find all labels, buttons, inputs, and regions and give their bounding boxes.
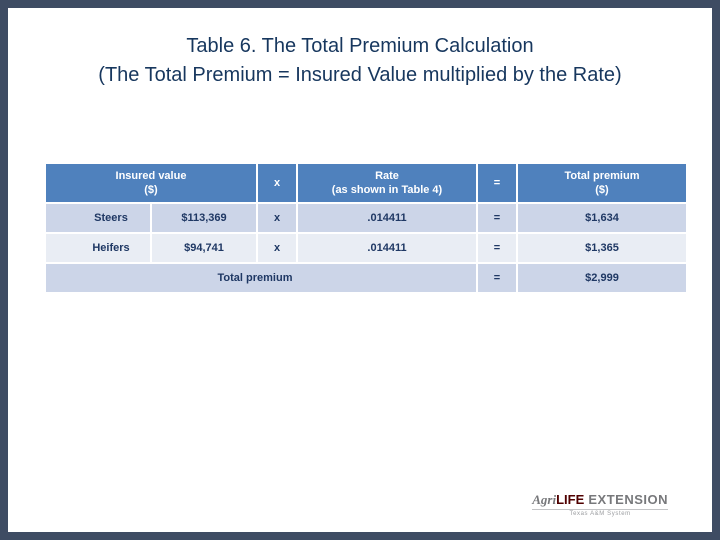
multiply-sign: x <box>258 204 296 232</box>
logo-wordmark: AgriLIFE EXTENSION <box>532 492 668 508</box>
logo-agri: Agri <box>532 492 557 508</box>
header-rate-line2: (as shown in Table 4) <box>331 184 443 196</box>
title-line-1: Table 6. The Total Premium Calculation <box>186 35 534 57</box>
logo-life: LIFE <box>556 492 585 508</box>
row-label-heifers: Heifers <box>46 234 150 262</box>
insured-value-steers: $113,369 <box>152 204 256 232</box>
header-rate: Rate (as shown in Table 4) <box>298 164 476 202</box>
total-premium-label: Total premium <box>46 264 476 292</box>
table-header-row: Insured value ($) x Rate (as shown in Ta… <box>46 164 686 202</box>
agrilife-extension-logo: AgriLIFE EXTENSION Texas A&M System <box>532 492 668 518</box>
equals-sign: = <box>478 234 516 262</box>
equals-sign: = <box>478 264 516 292</box>
multiply-sign: x <box>258 234 296 262</box>
header-total-premium-line2: ($) <box>595 184 609 196</box>
header-insured-value-line2: ($) <box>144 184 158 196</box>
header-total-premium: Total premium ($) <box>518 164 686 202</box>
premium-calculation-table: Insured value ($) x Rate (as shown in Ta… <box>44 162 688 294</box>
logo-extension: EXTENSION <box>584 492 668 508</box>
header-rate-line1: Rate <box>375 169 399 182</box>
title-line-2: (The Total Premium = Insured Value multi… <box>98 64 622 86</box>
rate-value-heifers: .014411 <box>298 234 476 262</box>
table-row-heifers: Heifers $94,741 x .014411 = $1,365 <box>46 234 686 262</box>
header-equals: = <box>478 164 516 202</box>
grand-total-value: $2,999 <box>518 264 686 292</box>
total-premium-heifers: $1,365 <box>518 234 686 262</box>
header-multiply: x <box>258 164 296 202</box>
header-total-premium-line1: Total premium <box>564 169 640 182</box>
table-row-total: Total premium = $2,999 <box>46 264 686 292</box>
rate-value-steers: .014411 <box>298 204 476 232</box>
insured-value-heifers: $94,741 <box>152 234 256 262</box>
slide-title: Table 6. The Total Premium Calculation (… <box>8 32 712 90</box>
row-label-steers: Steers <box>46 204 150 232</box>
total-premium-steers: $1,634 <box>518 204 686 232</box>
header-insured-value-line1: Insured value <box>115 169 187 182</box>
logo-subtext: Texas A&M System <box>532 509 668 518</box>
header-insured-value: Insured value ($) <box>46 164 256 202</box>
equals-sign: = <box>478 204 516 232</box>
table-row-steers: Steers $113,369 x .014411 = $1,634 <box>46 204 686 232</box>
